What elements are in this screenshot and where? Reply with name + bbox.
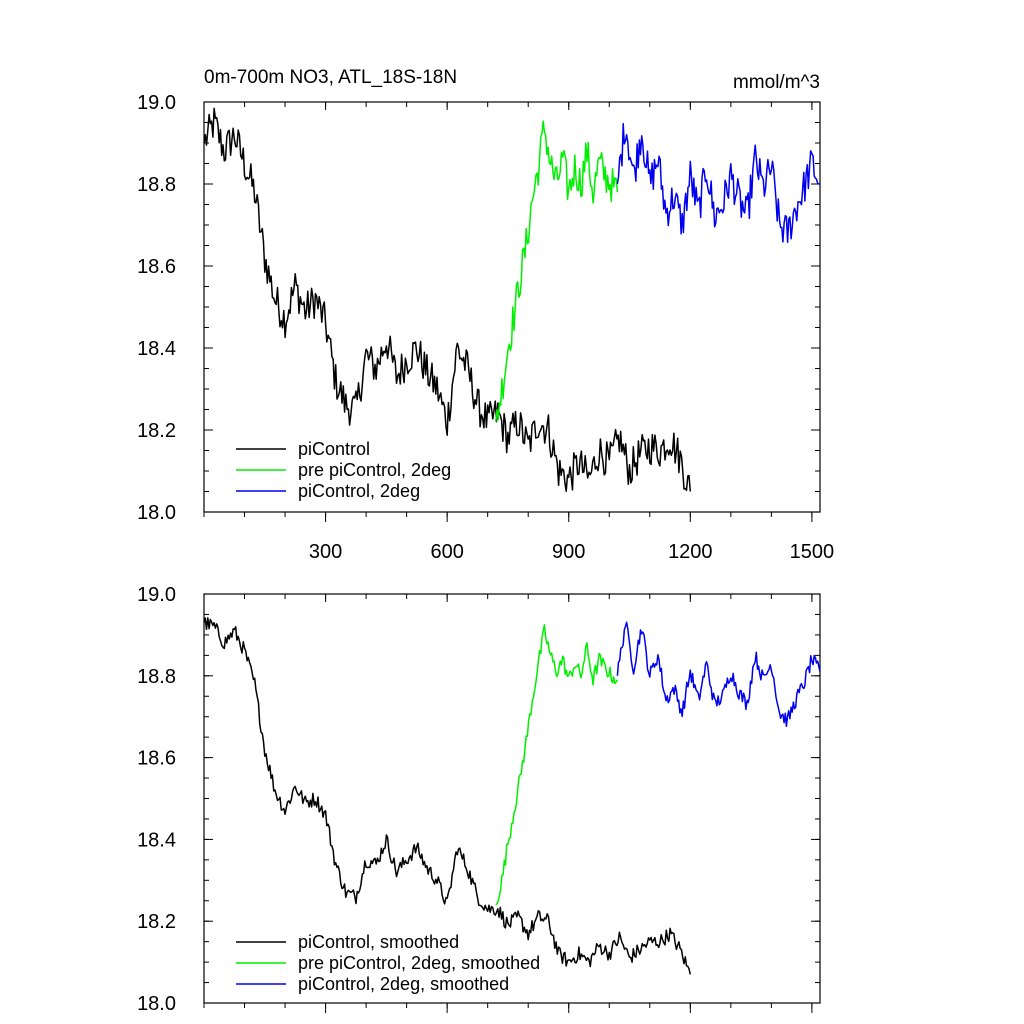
legend-label: piControl [298, 439, 370, 459]
y-tick-label: 18.0 [137, 993, 176, 1015]
plot-frame [203, 593, 821, 1004]
y-tick-label: 18.6 [137, 748, 176, 770]
y-tick-label: 19.0 [137, 92, 176, 114]
y-tick-label: 18.8 [137, 174, 176, 196]
legend-label: pre piControl, 2deg, smoothed [298, 953, 540, 973]
series-line-2 [495, 624, 619, 906]
legend-label: pre piControl, 2deg [298, 460, 451, 480]
series-line-3 [616, 621, 821, 728]
series-line-1 [203, 107, 692, 493]
y-tick-label: 18.2 [137, 911, 176, 933]
x-tick-label: 1200 [668, 541, 713, 563]
y-tick-label: 18.4 [137, 829, 176, 851]
y-tick-label: 18.6 [137, 256, 176, 278]
units-label: mmol/m^3 [733, 72, 820, 93]
series-line-3 [616, 123, 821, 243]
x-tick-label: 900 [552, 541, 585, 563]
chart-title: 0m-700m NO3, ATL_18S-18N [204, 67, 457, 88]
plot-frame [203, 101, 821, 513]
series-line-1 [203, 617, 692, 975]
y-tick-label: 19.0 [137, 584, 176, 606]
legend-label: piControl, 2deg [298, 481, 420, 501]
legend-label: piControl, smoothed [298, 932, 459, 952]
series-line-2 [495, 120, 619, 422]
y-tick-label: 18.2 [137, 420, 176, 442]
x-tick-label: 300 [309, 541, 342, 563]
legend-label: piControl, 2deg, smoothed [298, 974, 509, 994]
x-tick-label: 600 [430, 541, 463, 563]
top-panel: 0m-700m NO3, ATL_18S-18N mmol/m^3 18.0 18… [137, 67, 834, 563]
bottom-panel: 18.0 18.2 18.4 18.6 18.8 19.0 piControl, smoot… [137, 584, 821, 1015]
y-tick-label: 18.0 [137, 502, 176, 524]
y-tick-label: 18.4 [137, 338, 176, 360]
y-tick-label: 18.8 [137, 666, 176, 688]
x-tick-label: 1500 [790, 541, 835, 563]
